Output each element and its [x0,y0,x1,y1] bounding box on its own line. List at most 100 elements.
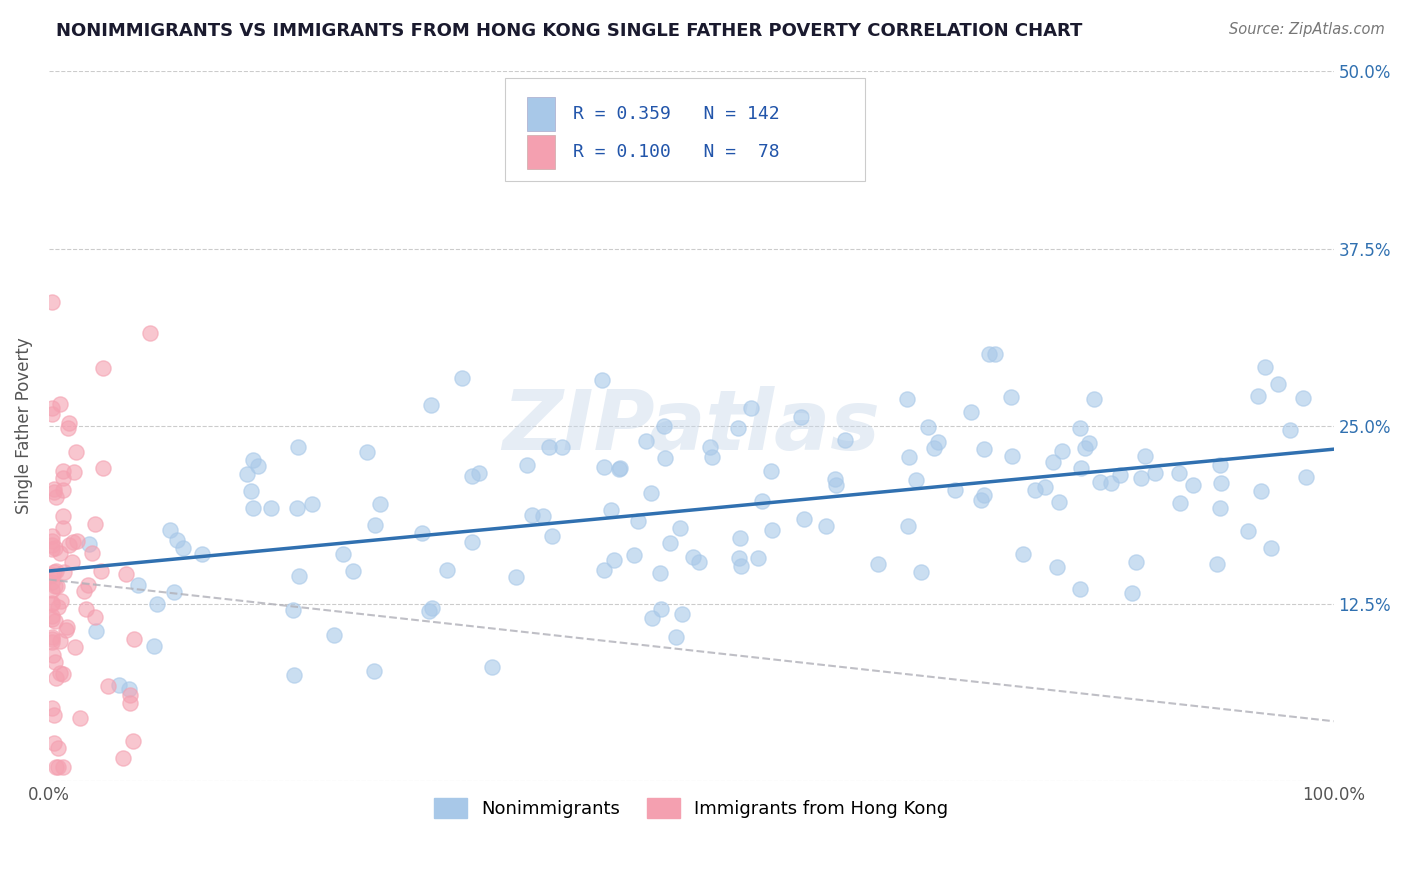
Point [1206,557,1229,571]
Point [970,492,993,507]
Point [45,490,67,504]
Point [1129,470,1152,484]
Point [1167,467,1189,481]
Point [285,500,308,515]
Point [1209,458,1232,472]
Point [905,473,928,487]
Point [41,635,63,649]
Point [648,566,671,580]
Point [51,521,73,535]
Point [728,550,751,565]
Point [917,420,939,434]
Point [301,497,323,511]
Point [281,603,304,617]
Point [814,519,837,533]
Point [834,433,856,447]
Point [41,612,63,626]
Point [83,516,105,531]
Point [727,421,749,435]
Point [640,485,662,500]
Point [973,442,995,456]
Point [1133,449,1156,463]
Point [927,435,949,450]
Point [897,518,920,533]
Point [239,484,262,499]
Point [627,514,650,528]
Point [41,701,63,715]
Point [623,548,645,562]
Point [49,397,72,411]
Point [420,600,443,615]
Point [1246,389,1268,403]
Point [897,450,920,464]
Point [1121,585,1143,599]
Point [1083,392,1105,407]
Point [468,467,491,481]
Point [363,664,385,678]
Point [593,459,616,474]
Point [922,441,945,455]
Point [41,534,63,549]
Point [461,534,484,549]
Point [634,434,657,449]
Point [688,555,710,569]
Point [1099,475,1122,490]
Point [537,440,560,454]
Point [73,583,96,598]
Point [118,696,141,710]
Point [242,500,264,515]
Text: R = 0.100   N =  78: R = 0.100 N = 78 [574,143,780,161]
Point [84,610,107,624]
Point [44,565,66,579]
Point [522,508,544,523]
Point [56,421,79,435]
Point [44,482,66,496]
Point [481,660,503,674]
Point [46,741,69,756]
Point [740,401,762,416]
Point [593,563,616,577]
Point [984,347,1007,361]
Point [41,630,63,644]
Point [1090,475,1112,489]
Point [172,541,194,555]
Point [42,485,65,500]
Point [52,508,75,523]
Point [112,751,135,765]
Point [505,570,527,584]
Point [46,760,69,774]
Point [44,655,66,669]
Point [1024,483,1046,497]
Point [41,583,63,598]
Point [191,547,214,561]
Point [51,593,73,607]
Point [943,483,966,497]
Point [1250,483,1272,498]
Point [60,555,83,569]
Point [1069,420,1091,434]
Point [145,597,167,611]
Point [824,472,846,486]
Point [650,602,672,616]
Point [283,668,305,682]
Point [699,440,721,454]
Point [1144,466,1167,480]
Point [90,564,112,578]
Point [1260,541,1282,555]
Point [82,546,104,560]
Point [41,632,63,647]
Point [260,500,283,515]
Point [118,681,141,696]
Point [654,418,676,433]
Point [540,529,562,543]
Point [356,444,378,458]
Point [363,518,385,533]
Point [58,538,80,552]
Point [609,461,631,475]
Point [52,667,75,681]
FancyBboxPatch shape [527,97,555,131]
FancyBboxPatch shape [505,78,865,181]
Point [603,553,626,567]
Point [1046,560,1069,574]
Point [751,494,773,508]
